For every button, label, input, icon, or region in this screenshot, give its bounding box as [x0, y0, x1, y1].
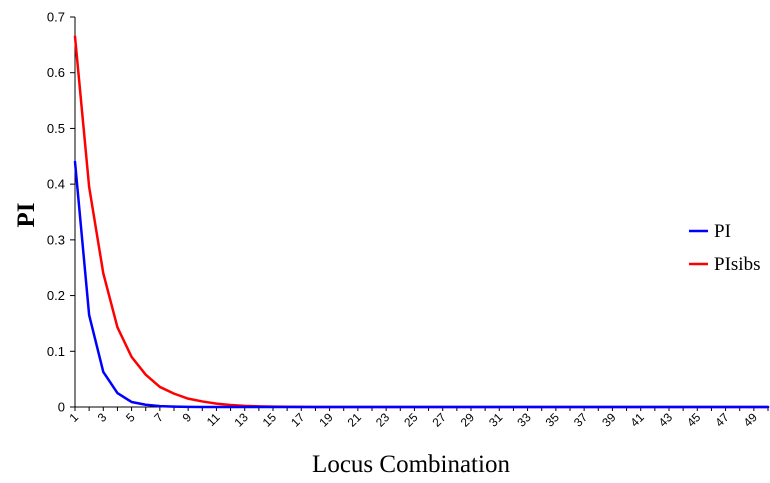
y-tick-label: 0.5	[47, 121, 65, 136]
x-tick-label: 29	[458, 410, 478, 430]
x-tick-label: 27	[429, 410, 449, 430]
x-tick-label: 9	[180, 410, 195, 425]
x-tick-label: 21	[345, 410, 365, 430]
x-tick-label: 43	[656, 410, 676, 430]
x-tick-label: 45	[684, 410, 704, 430]
x-tick-label: 3	[95, 410, 110, 425]
x-tick-label: 19	[316, 410, 336, 430]
x-tick-label: 5	[123, 410, 138, 425]
legend-item-pi: PI	[689, 221, 731, 242]
x-tick-label: 1	[66, 410, 81, 425]
series-line-pisibs	[73, 35, 770, 409]
x-tick-label: 35	[543, 410, 563, 430]
legend-label-pi: PI	[714, 221, 731, 242]
y-axis-title: PI	[13, 203, 40, 228]
y-tick-label: 0.2	[47, 288, 65, 303]
x-tick-label: 7	[151, 410, 166, 425]
legend-item-pisibs: PIsibs	[689, 254, 760, 275]
y-tick-label: 0.7	[47, 10, 65, 25]
x-tick-label: 11	[204, 410, 223, 429]
y-tick-label: 0.6	[47, 65, 65, 80]
x-tick-label: 23	[373, 410, 393, 430]
y-tick-label: 0.1	[47, 344, 65, 359]
x-tick-label: 15	[260, 410, 280, 430]
x-tick-label: 39	[599, 410, 619, 430]
x-axis-title: Locus Combination	[312, 451, 510, 478]
y-axis-ticks: 0 0.1 0.2 0.3 0.4 0.5 0.6 0.7	[47, 10, 75, 415]
y-tick-label: 0.4	[47, 177, 65, 192]
legend: PI PIsibs	[689, 221, 760, 275]
series-lines	[73, 35, 770, 409]
x-tick-label: 13	[231, 410, 251, 430]
legend-label-pisibs: PIsibs	[714, 254, 760, 275]
series-line-pi	[73, 160, 770, 409]
x-tick-label: 25	[401, 410, 421, 430]
axes	[74, 17, 768, 408]
x-tick-label: 33	[514, 410, 534, 430]
x-tick-label: 47	[712, 410, 732, 430]
y-tick-label: 0	[58, 400, 65, 415]
x-tick-label: 41	[627, 410, 647, 430]
x-tick-label: 31	[486, 410, 506, 430]
x-axis-ticks: 1 3 5 7 9 11 13 15 17 19 21 23 25 27 29 31 33 35 37 39 41 43 4…	[66, 407, 769, 430]
x-tick-label: 17	[288, 410, 308, 430]
y-tick-label: 0.3	[47, 232, 65, 247]
x-tick-label: 49	[741, 410, 761, 430]
x-tick-label: 37	[571, 410, 591, 430]
